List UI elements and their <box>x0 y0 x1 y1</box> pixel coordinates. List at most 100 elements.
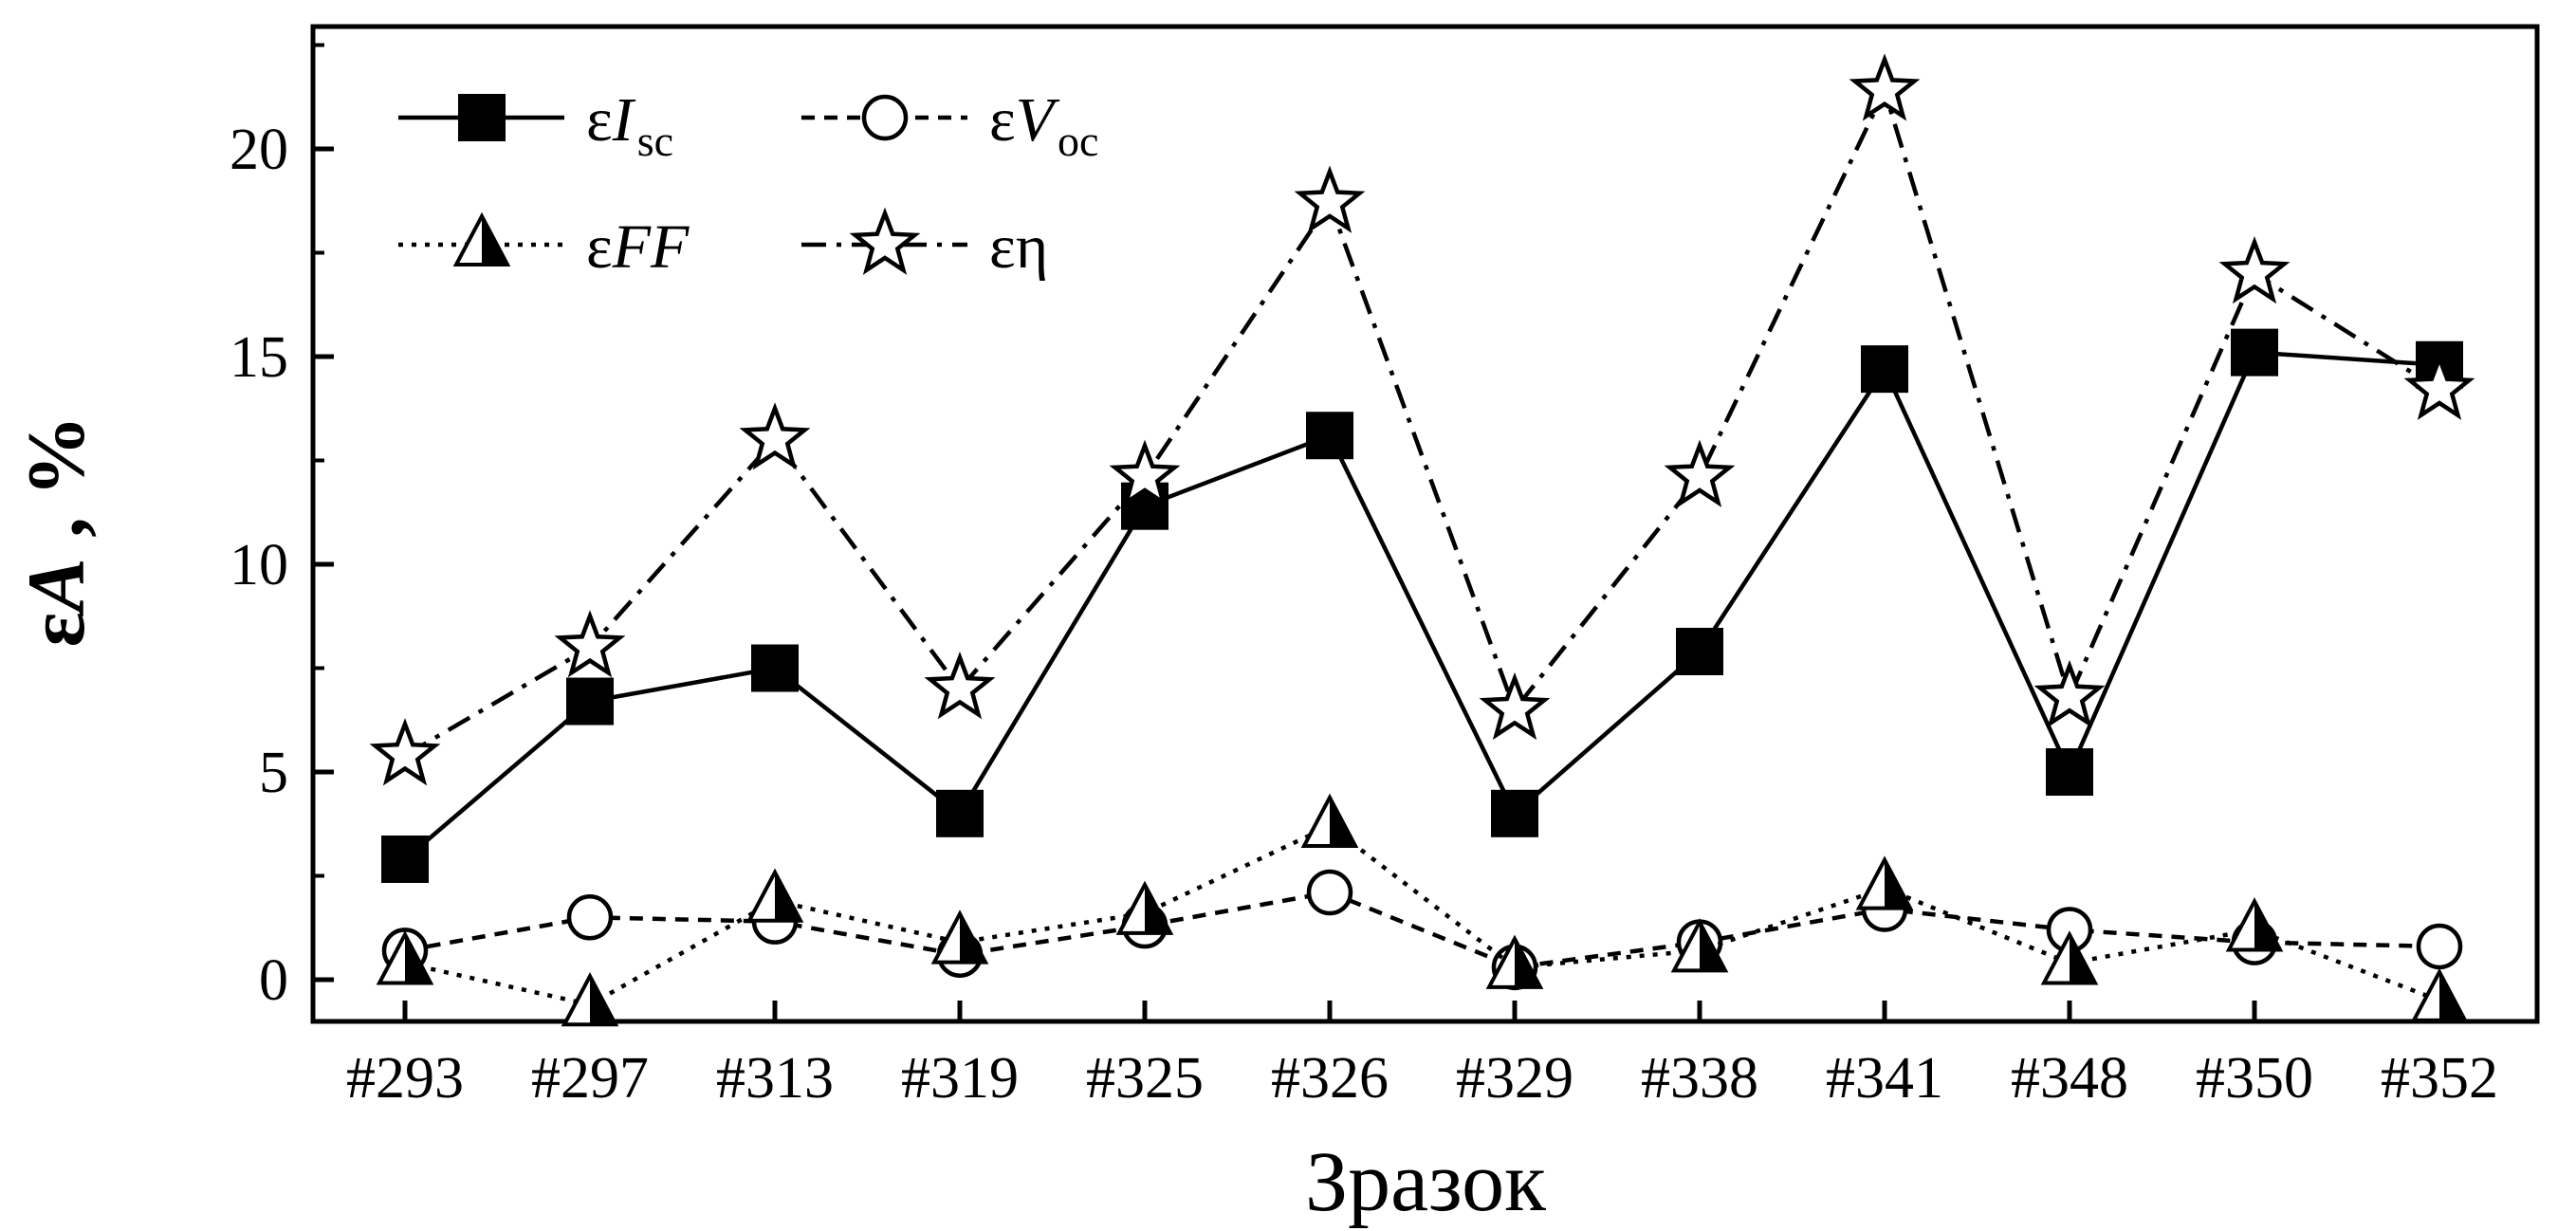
x-tick-label: #293 <box>346 1046 464 1111</box>
data-point-ff <box>930 909 989 965</box>
series-line-isc <box>403 350 2440 861</box>
legend-label-prefix: ε <box>586 85 613 155</box>
x-tick-label: #319 <box>901 1046 1019 1111</box>
data-point-eta <box>739 402 811 470</box>
triangle-fill <box>960 913 985 963</box>
data-point-isc <box>381 835 429 883</box>
x-tick-label: #352 <box>2381 1046 2498 1111</box>
data-point-ff <box>1115 880 1174 935</box>
plot-frame <box>310 24 2540 1024</box>
y-tick-label: 0 <box>259 948 288 1013</box>
data-point-eta <box>1479 671 1551 741</box>
y-tick-label: 5 <box>259 741 288 805</box>
legend-marker <box>458 94 506 141</box>
data-point-ff <box>745 868 804 923</box>
y-axis: 0 5 10 15 20 <box>230 43 334 1013</box>
x-tick-label: #350 <box>2196 1046 2313 1111</box>
series-ff <box>376 793 2469 1027</box>
triangle-fill <box>1330 797 1355 846</box>
series-line-eta <box>403 88 2441 758</box>
x-tick-label: #325 <box>1086 1046 1204 1111</box>
data-point-eta <box>1664 439 1736 507</box>
series-line-ff <box>404 823 2440 1007</box>
data-point-voc <box>2416 923 2463 970</box>
data-point-isc <box>566 677 614 726</box>
legend-entry-eta: εη <box>801 207 1048 282</box>
triangle-fill <box>590 976 616 1025</box>
legend-marker <box>861 94 909 141</box>
triangle-fill <box>1700 922 1725 971</box>
y-axis-title-group: εA , % <box>10 415 101 648</box>
legend-label-subscript: sc <box>637 117 673 165</box>
series-isc <box>381 328 2463 883</box>
data-point-eta <box>2033 659 2106 728</box>
y-axis-title-variable: A <box>10 558 101 616</box>
data-point-ff <box>1670 918 1729 973</box>
triangle-fill <box>2254 901 2280 950</box>
legend-label-variable: FF <box>612 212 690 282</box>
data-point-ff <box>1485 934 1544 989</box>
plot-area <box>369 53 2475 1027</box>
legend-marker <box>452 211 511 266</box>
legend-label-greek: η <box>1016 212 1049 282</box>
y-axis-title-unit: , % <box>10 415 101 559</box>
triangle-fill <box>482 216 507 265</box>
legend-label: εη <box>989 212 1048 282</box>
data-point-eta <box>2403 352 2475 420</box>
legend-label-prefix: ε <box>989 85 1016 155</box>
data-point-ff <box>561 972 619 1027</box>
data-point-isc <box>2046 748 2093 796</box>
legend-label: εFF <box>586 212 690 282</box>
legend-label-variable: V <box>1016 85 1060 155</box>
triangle-fill <box>1515 938 1540 987</box>
triangle-fill <box>775 872 800 921</box>
x-tick-label: #313 <box>716 1046 834 1111</box>
x-tick-label: #297 <box>531 1046 649 1111</box>
data-point-isc <box>1676 627 1723 675</box>
data-point-eta <box>1109 439 1181 507</box>
data-point-ff <box>2225 897 2284 952</box>
data-point-voc <box>1306 869 1353 916</box>
series-line-voc <box>404 890 2440 970</box>
x-axis-title: Зразок <box>1305 1135 1546 1229</box>
data-point-isc <box>2231 328 2278 377</box>
data-point-ff <box>2040 930 2099 985</box>
series-eta <box>369 53 2475 786</box>
x-tick-label: #326 <box>1271 1046 1389 1111</box>
legend-label-subscript: oc <box>1058 117 1098 165</box>
legend-entry-isc: εIsc <box>398 85 673 165</box>
y-tick-label: 10 <box>230 533 288 597</box>
x-axis: #293 #297 #313 #319 #325 #326 #329 #338 #341 #348… <box>346 1001 2498 1111</box>
data-point-ff <box>1855 855 1914 910</box>
legend-label-prefix: ε <box>989 212 1016 282</box>
data-point-eta <box>924 652 996 720</box>
triangle-fill <box>2070 934 2095 983</box>
data-point-voc <box>566 894 614 941</box>
y-tick-label: 15 <box>230 325 288 390</box>
legend-label-variable: I <box>612 85 636 155</box>
triangle-fill <box>2439 971 2465 1020</box>
y-tick-label: 20 <box>230 118 288 182</box>
data-point-ff <box>1300 793 1359 848</box>
data-point-ff <box>2410 967 2469 1022</box>
legend-entry-ff: εFF <box>398 211 690 282</box>
data-point-isc <box>936 789 984 837</box>
data-point-eta <box>1294 165 1366 233</box>
legend-marker <box>849 207 921 275</box>
legend-label: εIsc <box>586 85 673 165</box>
legend-label: εVoc <box>989 85 1098 165</box>
data-point-eta <box>369 718 441 786</box>
data-point-eta <box>1849 53 1921 121</box>
y-axis-title-prefix: ε <box>10 613 101 648</box>
x-tick-label: #338 <box>1641 1046 1758 1111</box>
data-point-isc <box>751 644 799 692</box>
data-point-isc <box>1306 412 1353 460</box>
x-tick-label: #329 <box>1456 1046 1573 1111</box>
data-point-isc <box>1491 789 1538 837</box>
legend-entry-voc: εVoc <box>801 85 1098 165</box>
triangle-fill <box>1145 884 1170 933</box>
triangle-fill <box>405 934 431 983</box>
data-point-eta <box>554 610 626 678</box>
